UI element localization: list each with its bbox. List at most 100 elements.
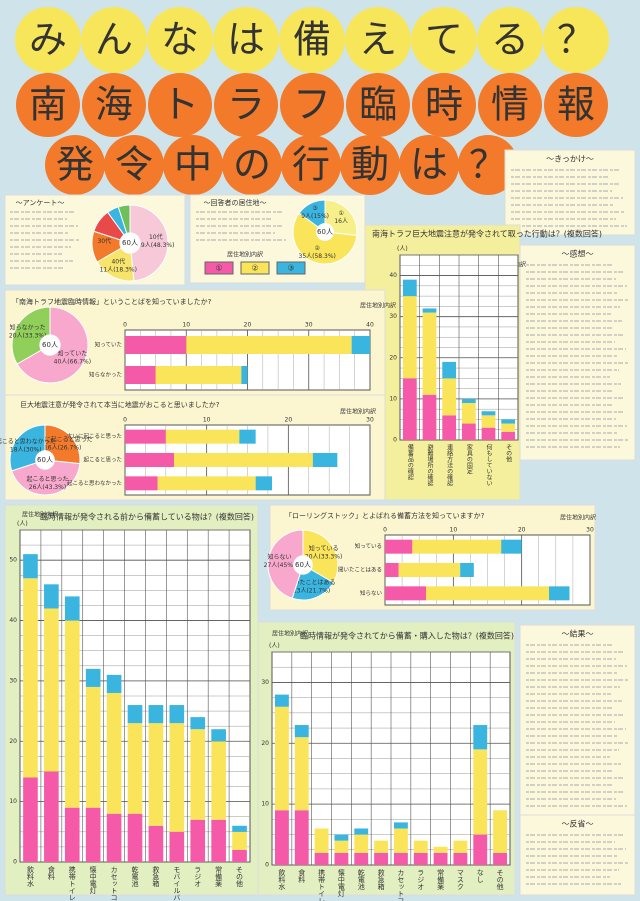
chart-title: 臨時情報が発令されてから備蓄・購入した物は？(複数回答) <box>300 631 514 641</box>
pie-label: 起こると思わなかった <box>0 438 56 446</box>
bar-segment <box>241 366 248 384</box>
bar-segment <box>385 586 426 601</box>
title-circle <box>281 135 341 195</box>
bar-segment <box>174 453 313 467</box>
title-char: 情 <box>491 83 529 127</box>
bar-segment <box>473 834 488 865</box>
bar-segment <box>23 554 38 579</box>
bar-segment <box>169 705 185 724</box>
x-tick-label: 携帯トイレ <box>318 868 326 901</box>
x-tick-label: 避難場所の確認 <box>426 443 433 487</box>
bar-segment <box>393 852 408 865</box>
x-tick-label: 10 <box>450 527 458 534</box>
pie-slice <box>267 529 304 599</box>
y-tick-label: 知らなかった <box>89 371 122 379</box>
title-circle <box>104 135 164 195</box>
bar-segment <box>501 539 522 554</box>
legend-label: ① <box>215 264 222 273</box>
bar-segment <box>274 694 289 707</box>
pie-label: ① <box>338 210 343 217</box>
axis-unit: (人) <box>269 643 280 650</box>
y-tick-label: 10 <box>389 395 397 402</box>
bar-segment <box>422 308 437 313</box>
legend-swatch <box>204 261 234 275</box>
bar-segment <box>294 725 309 738</box>
y-tick-label: 聞いたことはある <box>338 567 382 574</box>
pie-value-label: 35人(58.3%) <box>299 253 336 260</box>
y-tick-label: 知っていた <box>95 341 122 349</box>
x-tick-label: その他 <box>505 444 512 463</box>
title-circle <box>340 135 400 195</box>
y-tick-label: 30 <box>389 313 397 320</box>
title-char: ラ <box>227 83 265 127</box>
x-tick-label: その他 <box>496 869 504 891</box>
title-circle <box>544 73 608 137</box>
title-circle <box>147 7 213 73</box>
bar-segment <box>393 822 408 829</box>
x-tick-label: 救急箱 <box>152 865 160 888</box>
axis-unit: (人) <box>397 246 408 253</box>
bar-segment <box>64 620 80 808</box>
y-tick-label: 知らない <box>360 589 383 597</box>
pie-value-label: 16人(26.7%) <box>44 445 81 452</box>
bar-segment <box>461 398 476 403</box>
x-tick-label: モバイルバッテリー <box>173 866 181 901</box>
bar-segment <box>190 729 206 820</box>
x-tick-label: 40 <box>366 322 374 329</box>
bar-segment <box>148 705 164 724</box>
pie-label: 知っていた <box>58 349 88 357</box>
x-tick-label: 10 <box>203 417 211 424</box>
pie-value-label: 29人(48.3%) <box>137 242 174 249</box>
title-circle <box>279 7 345 73</box>
title-circle <box>214 73 278 137</box>
title-char: ト <box>161 83 199 127</box>
bar-segment <box>127 813 143 862</box>
pie-slice <box>44 424 81 465</box>
legend-title: 居住地別内訳 <box>227 251 263 259</box>
title-circle <box>15 7 81 73</box>
bar-segment <box>157 476 256 491</box>
bar-segment <box>314 852 329 865</box>
y-tick-label: 40 <box>9 617 17 624</box>
bar-segment <box>148 723 164 826</box>
title-circle <box>280 73 344 137</box>
x-tick-label: 備蓄品の確認 <box>406 443 413 481</box>
bar-segment <box>64 596 80 621</box>
pie-slice <box>11 459 81 496</box>
pie-value-label: 40人(66.7%) <box>54 358 91 365</box>
legend-label: ② <box>251 264 258 273</box>
pie-center: 60人 <box>37 456 53 464</box>
x-tick-label: 飲料水 <box>26 865 34 887</box>
bar-segment <box>501 423 516 432</box>
y-tick-label: 起こると思った <box>83 457 122 464</box>
bar-segment <box>190 819 206 862</box>
x-tick-label: 20 <box>285 417 293 424</box>
x-tick-label: カセットコンロ <box>397 869 405 901</box>
title-circle <box>148 73 212 137</box>
bar-segment <box>501 419 516 424</box>
pie-center: 60人 <box>122 239 138 247</box>
y-tick-label: 知っている <box>355 542 382 550</box>
x-tick-label: 家具の固定 <box>465 443 472 475</box>
bar-segment <box>294 810 309 865</box>
y-tick-label: 大いに起こると思った <box>67 432 122 440</box>
title-circle <box>222 135 282 195</box>
bar-segment <box>413 840 428 853</box>
title-char: は <box>410 143 448 187</box>
legend-label: ③ <box>287 264 294 273</box>
bar-segment <box>461 423 476 440</box>
title-char: 動 <box>351 143 389 187</box>
title-circle <box>16 73 80 137</box>
panel-heading: 〜きっかけ〜 <box>546 155 594 164</box>
panel-heading: 〜結果〜 <box>562 629 594 639</box>
pie-center: 60人 <box>317 228 333 236</box>
bar-segment <box>412 539 502 554</box>
x-tick-label: ラジオ <box>194 866 202 887</box>
x-tick-label: 常備薬 <box>215 865 223 888</box>
title-circle <box>412 73 476 137</box>
bar-segment <box>481 427 496 440</box>
bar-segment <box>125 336 187 354</box>
pie-value-label: 16人 <box>334 218 348 225</box>
title-char: 南 <box>29 83 67 127</box>
title-circle <box>458 135 518 195</box>
